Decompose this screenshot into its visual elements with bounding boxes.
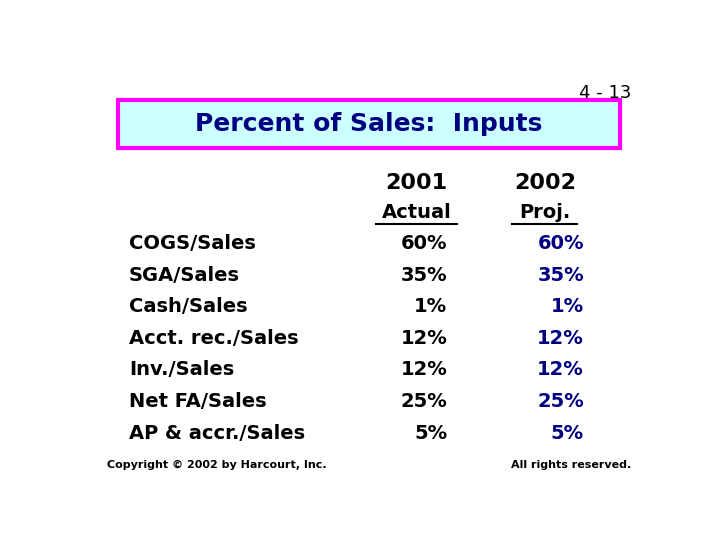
Text: 25%: 25% (537, 392, 584, 411)
Text: COGS/Sales: COGS/Sales (129, 234, 256, 253)
Text: AP & accr./Sales: AP & accr./Sales (129, 424, 305, 443)
Text: 5%: 5% (551, 424, 584, 443)
Text: 1%: 1% (551, 298, 584, 316)
Text: Net FA/Sales: Net FA/Sales (129, 392, 266, 411)
Text: 1%: 1% (414, 298, 447, 316)
FancyBboxPatch shape (118, 100, 620, 148)
Text: 2002: 2002 (514, 173, 576, 193)
Text: 35%: 35% (400, 266, 447, 285)
Text: 5%: 5% (414, 424, 447, 443)
Text: 12%: 12% (537, 329, 584, 348)
Text: Proj.: Proj. (519, 203, 570, 222)
Text: Inv./Sales: Inv./Sales (129, 361, 234, 380)
Text: Copyright © 2002 by Harcourt, Inc.: Copyright © 2002 by Harcourt, Inc. (107, 460, 326, 470)
Text: 4 - 13: 4 - 13 (579, 84, 631, 102)
Text: 12%: 12% (400, 329, 447, 348)
Text: SGA/Sales: SGA/Sales (129, 266, 240, 285)
Text: 2001: 2001 (385, 173, 448, 193)
Text: Actual: Actual (382, 203, 451, 222)
Text: 12%: 12% (400, 361, 447, 380)
Text: 25%: 25% (400, 392, 447, 411)
Text: Percent of Sales:  Inputs: Percent of Sales: Inputs (195, 112, 543, 136)
Text: All rights reserved.: All rights reserved. (511, 460, 631, 470)
Text: 60%: 60% (537, 234, 584, 253)
Text: 35%: 35% (537, 266, 584, 285)
Text: 60%: 60% (400, 234, 447, 253)
Text: 12%: 12% (537, 361, 584, 380)
Text: Acct. rec./Sales: Acct. rec./Sales (129, 329, 299, 348)
Text: Cash/Sales: Cash/Sales (129, 298, 248, 316)
